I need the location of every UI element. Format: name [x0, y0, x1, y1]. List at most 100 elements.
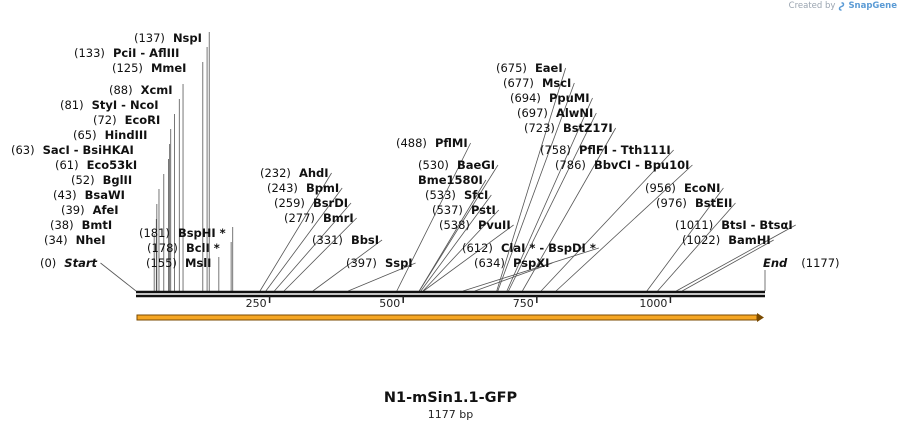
feature-arrow[interactable]: [136, 313, 764, 322]
site-position: (259): [274, 196, 305, 210]
site-label-end[interactable]: End (1177): [763, 256, 840, 270]
site-connector: [462, 247, 599, 292]
site-position: (39): [61, 203, 85, 217]
site-position: (677): [503, 76, 534, 90]
site-name: PciI - AflIII: [113, 46, 180, 60]
site-label-pvuii[interactable]: (538) PvuII: [439, 218, 511, 232]
site-connector: [283, 217, 357, 292]
site-label-start[interactable]: (0) Start: [40, 256, 98, 270]
site-position: (758): [540, 143, 571, 157]
site-label-msli[interactable]: (155) MslI: [146, 256, 211, 270]
site-name: MmeI: [151, 61, 187, 75]
site-label-bsrdi[interactable]: (259) BsrDI: [274, 196, 348, 210]
site-position: (533): [425, 188, 456, 202]
site-label-bglii[interactable]: (52) BglII: [71, 173, 132, 187]
site-label-sspi[interactable]: (397) SspI: [346, 256, 413, 270]
site-label-bstz17i[interactable]: (723) BstZ17I: [524, 121, 613, 135]
site-label-ecori[interactable]: (72) EcoRI: [93, 113, 160, 127]
site-position: (694): [510, 91, 541, 105]
site-label-bbsi[interactable]: (331) BbsI: [312, 233, 379, 247]
site-name: MscI: [542, 76, 571, 90]
site-name: SspI: [385, 256, 413, 270]
site-connector: [506, 97, 593, 292]
site-label-bsawi[interactable]: (43) BsaWI: [53, 188, 125, 202]
site-position: (137): [134, 31, 165, 45]
site-label-sfci[interactable]: (533) SfcI: [425, 188, 488, 202]
site-label-alwni[interactable]: (697) AlwNI: [517, 106, 593, 120]
site-label-pcii[interactable]: (133) PciI - AflIII: [74, 46, 179, 60]
site-label-nspi[interactable]: (137) NspI: [134, 31, 202, 45]
site-name: HindIII: [105, 128, 148, 142]
site-position: (277): [284, 211, 315, 225]
site-name: BstEII: [695, 196, 733, 210]
feature-arrow-body: [136, 314, 758, 321]
site-label-pflfi[interactable]: (758) PflFI - Tth111I: [540, 143, 671, 157]
site-label-baegi[interactable]: (530) BaeGI: [418, 158, 495, 172]
axis-tick-label: 1000: [639, 297, 667, 310]
site-connector: [312, 239, 383, 292]
site-connector: [522, 127, 617, 292]
site-name: BmrI: [323, 211, 354, 225]
site-name: BsrDI: [313, 196, 348, 210]
site-label-bmri[interactable]: (277) BmrI: [284, 211, 354, 225]
site-position: (178): [147, 241, 178, 255]
site-label-nhei[interactable]: (34) NheI: [44, 233, 106, 247]
site-label-pflmi[interactable]: (488) PflMI: [396, 136, 468, 150]
site-position: (52): [71, 173, 95, 187]
site-position: (612): [462, 241, 493, 255]
site-label-msci[interactable]: (677) MscI: [503, 76, 571, 90]
site-labels: (0) Start (34) NheI(38) BmtI(39) AfeI (43) BsaW…: [11, 31, 840, 270]
site-name: PflFI - Tth111I: [579, 143, 671, 157]
site-label-pspxi[interactable]: (634) PspXI: [474, 256, 549, 270]
site-connector: [422, 209, 500, 292]
site-position: (956): [645, 181, 676, 195]
site-label-bamhi[interactable]: (1022) BamHI: [682, 233, 771, 247]
site-name: EaeI: [535, 61, 563, 75]
site-label-afei[interactable]: (39) AfeI: [61, 203, 119, 217]
site-connector: [418, 164, 499, 292]
site-label-bcli[interactable]: (178) BclI *: [147, 241, 220, 255]
site-label-mmei[interactable]: (125) MmeI: [112, 61, 186, 75]
site-name: BstZ17I: [563, 121, 613, 135]
site-label-psti[interactable]: (537) PstI: [432, 203, 496, 217]
site-name: BmtI: [82, 218, 113, 232]
site-label-btsi[interactable]: (1011) BtsI - BtsαI: [675, 218, 793, 232]
site-position: (397): [346, 256, 377, 270]
site-connector: [259, 172, 332, 292]
site-label-bsphi[interactable]: (181) BspHI *: [139, 226, 226, 240]
site-label-bsteii[interactable]: (976) BstEII: [656, 196, 732, 210]
site-name: MslI: [185, 256, 212, 270]
site-name: ClaI * - BspDI *: [501, 241, 596, 255]
site-label-bmti[interactable]: (38) BmtI: [50, 218, 112, 232]
site-label-bpmi[interactable]: (243) BpmI: [267, 181, 339, 195]
site-name: BamHI: [728, 233, 770, 247]
site-name: BclI *: [186, 241, 220, 255]
site-label-econi[interactable]: (956) EcoNI: [645, 181, 720, 195]
site-label-ppumi[interactable]: (694) PpuMI: [510, 91, 590, 105]
site-label-styi[interactable]: (81) StyI - NcoI: [60, 98, 159, 112]
site-label-ahdi[interactable]: (232) AhdI: [260, 166, 329, 180]
site-label-eaei[interactable]: (675) EaeI: [496, 61, 563, 75]
site-label-clai[interactable]: (612) ClaI * - BspDI *: [462, 241, 596, 255]
site-label-eco53ki[interactable]: (61) Eco53kI: [55, 158, 137, 172]
site-connector: [497, 82, 575, 292]
site-name: Bme1580I: [418, 173, 483, 187]
site-label-xcmi[interactable]: (88) XcmI: [109, 83, 173, 97]
site-label-saci[interactable]: (63) SacI - BsiHKAI: [11, 143, 134, 157]
title-block: N1-mSin1.1-GFP 1177 bp: [0, 390, 901, 421]
site-label-hindiii[interactable]: (65) HindIII: [73, 128, 147, 142]
site-connector: [348, 262, 416, 292]
site-name: PflMI: [435, 136, 468, 150]
site-connector: [265, 187, 343, 292]
site-name: BaeGI: [457, 158, 495, 172]
site-lines: [100, 32, 796, 292]
site-name: PspXI: [513, 256, 549, 270]
site-label-bbvci[interactable]: (786) BbvCI - Bpu10I: [555, 158, 689, 172]
site-name: EcoRI: [125, 113, 161, 127]
site-position: (634): [474, 256, 505, 270]
site-name: NspI: [173, 31, 202, 45]
site-name: BbsI: [351, 233, 379, 247]
site-connector: [646, 187, 724, 292]
axis-tick-label: 500: [379, 297, 400, 310]
site-label-bme1580i[interactable]: Bme1580I: [418, 173, 483, 187]
